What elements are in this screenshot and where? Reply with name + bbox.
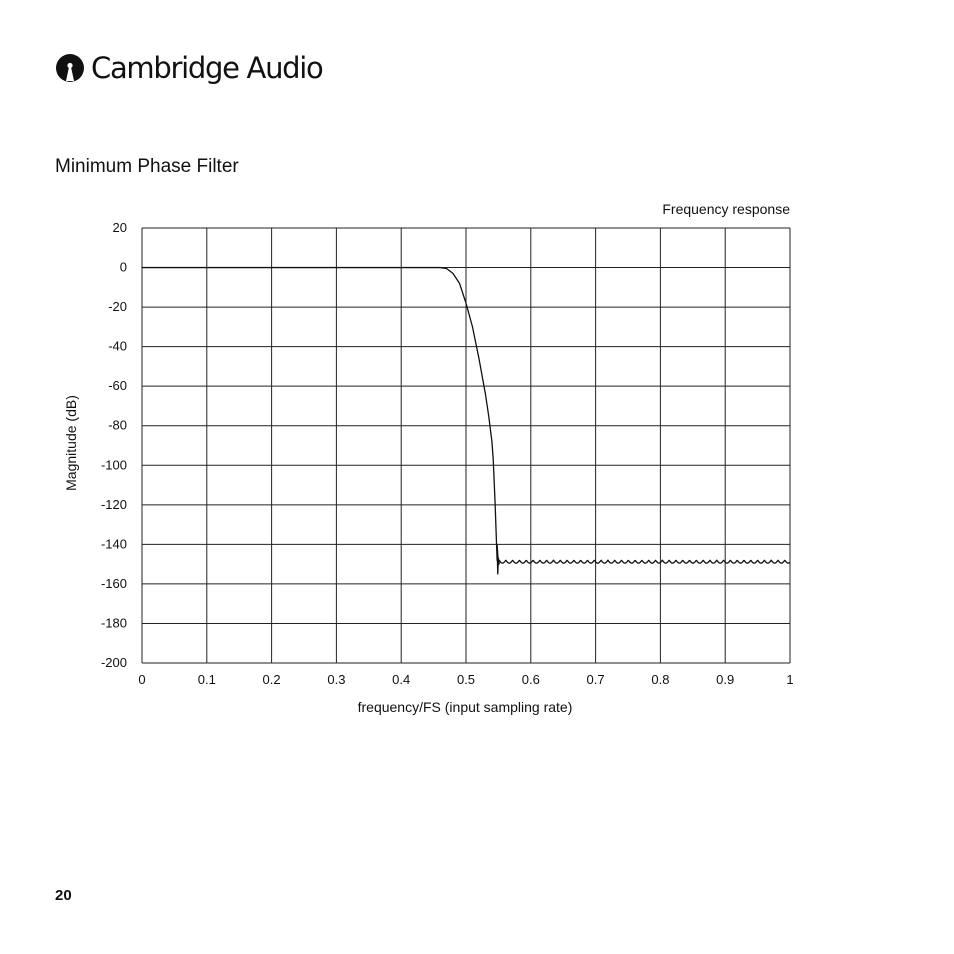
brand-logo: Cambridge Audio xyxy=(55,50,324,86)
y-tick-label: -120 xyxy=(101,497,127,512)
y-tick-label: -20 xyxy=(108,299,127,314)
page-number: 20 xyxy=(55,887,72,904)
y-tick-label: -40 xyxy=(108,339,127,354)
section-title: Minimum Phase Filter xyxy=(55,156,239,177)
x-tick-label: 0.7 xyxy=(587,672,605,687)
brand-name: Cambridge Audio xyxy=(91,50,324,85)
x-tick-label: 0.3 xyxy=(327,672,345,687)
y-tick-label: -60 xyxy=(108,378,127,393)
x-tick-label: 0.4 xyxy=(392,672,410,687)
x-tick-label: 0.5 xyxy=(457,672,475,687)
x-tick-label: 1 xyxy=(786,672,793,687)
magnitude-curve xyxy=(142,266,791,575)
x-axis-label: frequency/FS (input sampling rate) xyxy=(358,699,573,715)
x-tick-label: 0.9 xyxy=(716,672,734,687)
x-tick-label: 0.1 xyxy=(198,672,216,687)
series-magnitude xyxy=(142,266,791,575)
y-tick-label: -180 xyxy=(101,615,127,630)
y-tick-label: 0 xyxy=(120,260,127,275)
y-axis-ticks: 20 0 -20 -40 -60 -80 -100 -120 -140 -160 -180 -200 xyxy=(101,220,127,670)
x-tick-label: 0.6 xyxy=(522,672,540,687)
x-tick-label: 0.2 xyxy=(263,672,281,687)
chart-grid xyxy=(141,227,791,664)
y-axis-label: Magnitude (dB) xyxy=(63,395,79,491)
cambridge-audio-logo-icon xyxy=(56,54,84,82)
x-tick-label: 0.8 xyxy=(651,672,669,687)
y-tick-label: -140 xyxy=(101,536,127,551)
chart-title: Frequency response xyxy=(662,201,790,217)
y-tick-label: -100 xyxy=(101,457,127,472)
y-tick-label: -200 xyxy=(101,655,127,670)
y-tick-label: 20 xyxy=(113,220,127,235)
x-tick-label: 0 xyxy=(138,672,145,687)
y-tick-label: -80 xyxy=(108,418,127,433)
y-tick-label: -160 xyxy=(101,576,127,591)
x-axis-ticks: 0 0.1 0.2 0.3 0.4 0.5 0.6 0.7 0.8 0.9 1 xyxy=(138,672,793,687)
